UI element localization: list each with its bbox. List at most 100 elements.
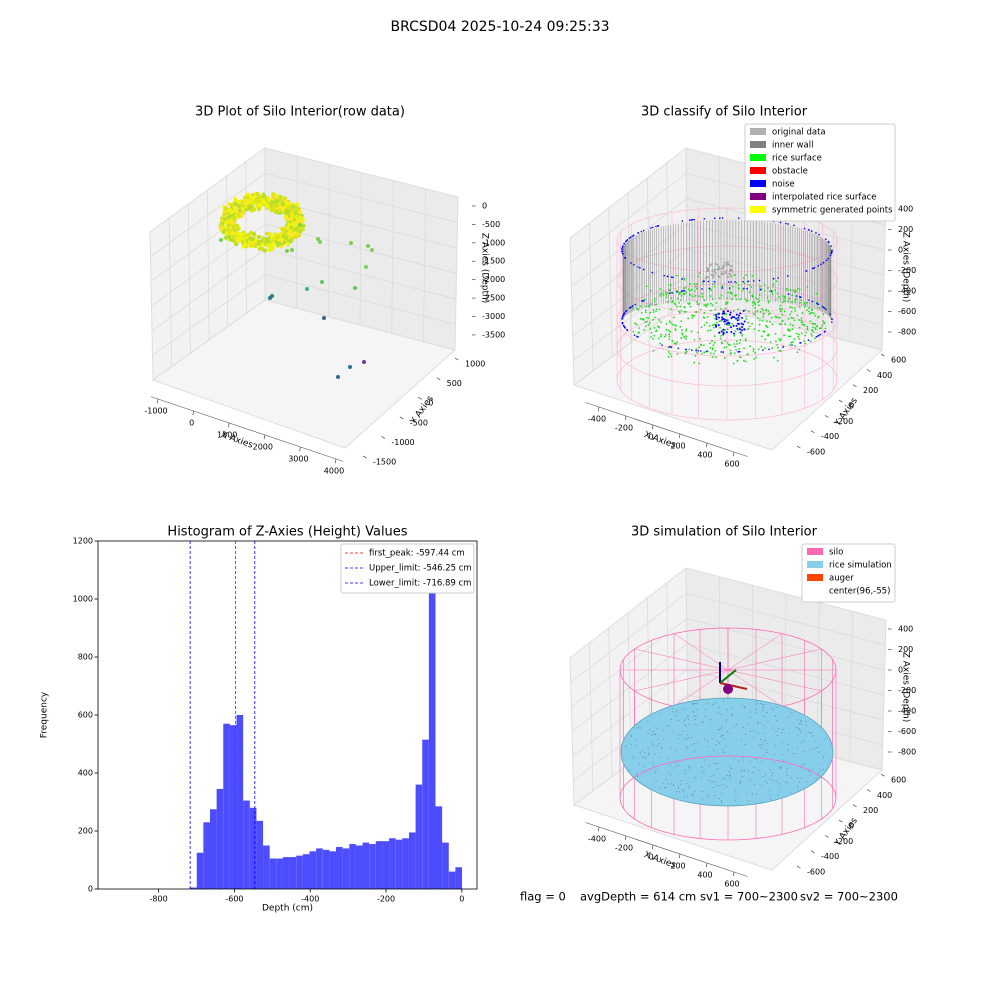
point <box>793 338 796 341</box>
tick-mark <box>838 399 843 403</box>
point <box>760 307 763 310</box>
point <box>721 316 724 319</box>
point <box>720 800 722 802</box>
point <box>692 795 694 797</box>
legend-label: interpolated rice surface <box>772 193 877 203</box>
point <box>815 336 818 338</box>
point <box>761 335 763 338</box>
point <box>738 314 741 317</box>
point <box>688 769 690 771</box>
point <box>678 291 680 294</box>
point <box>715 744 717 746</box>
legend-patch <box>750 206 766 213</box>
point <box>715 325 718 328</box>
point <box>653 733 655 735</box>
point <box>785 781 787 783</box>
point <box>806 309 809 312</box>
y-tick-label: 600 <box>891 776 906 785</box>
point <box>651 741 653 743</box>
point <box>731 285 734 288</box>
point <box>295 201 300 206</box>
legend-patch <box>807 587 823 594</box>
point <box>786 774 788 776</box>
point <box>819 769 821 771</box>
point <box>724 323 726 326</box>
z-tick-label: -2000 <box>482 275 505 284</box>
point <box>735 317 738 320</box>
point <box>696 724 698 726</box>
point <box>270 200 275 205</box>
point <box>720 335 723 337</box>
point <box>815 778 817 780</box>
point <box>670 355 673 358</box>
point <box>722 333 725 336</box>
point <box>687 715 689 717</box>
point <box>268 232 273 237</box>
point <box>274 195 279 200</box>
point <box>316 237 320 241</box>
point <box>800 299 802 302</box>
z-axis-label: Z Axies (Depth) <box>901 232 911 303</box>
point <box>688 737 690 739</box>
point <box>737 316 740 319</box>
point <box>677 310 680 313</box>
point <box>759 288 762 291</box>
point <box>831 318 833 320</box>
point <box>757 301 759 304</box>
point <box>702 316 705 319</box>
point <box>788 297 790 300</box>
z-tick-label: 0 <box>898 666 903 675</box>
point <box>724 329 727 331</box>
rice-surface <box>620 697 834 807</box>
point <box>780 768 782 770</box>
point <box>364 265 368 269</box>
point <box>806 328 809 331</box>
point <box>673 302 676 305</box>
point <box>773 762 775 764</box>
point <box>267 247 272 252</box>
point <box>694 355 697 357</box>
point <box>787 328 790 331</box>
point <box>729 775 731 777</box>
point <box>697 331 699 334</box>
point <box>672 276 674 279</box>
x-tick-label: -800 <box>150 895 168 904</box>
point <box>747 770 749 772</box>
point <box>641 756 643 758</box>
point <box>623 312 626 314</box>
point <box>726 785 728 787</box>
point <box>805 782 807 784</box>
point <box>236 203 241 208</box>
point <box>744 744 746 746</box>
point <box>743 320 746 323</box>
z-tick-label: -2500 <box>482 294 505 303</box>
point <box>762 741 764 743</box>
y-tick-label: 400 <box>78 769 93 778</box>
point <box>722 701 724 703</box>
z-tick-label: -1000 <box>482 238 505 247</box>
point <box>778 338 780 340</box>
point <box>658 713 660 715</box>
point <box>800 317 803 319</box>
point <box>651 762 653 764</box>
point <box>752 348 755 350</box>
x-tick-label: 400 <box>697 871 712 880</box>
point <box>746 287 748 290</box>
y-tick-label: 1000 <box>465 360 485 369</box>
point <box>651 271 654 274</box>
point <box>257 207 262 212</box>
point <box>755 297 757 300</box>
point <box>758 769 760 771</box>
point <box>244 201 249 206</box>
z-tick-label: -400 <box>898 707 916 716</box>
bar <box>243 800 250 889</box>
point <box>786 767 788 769</box>
point <box>730 292 733 295</box>
point <box>685 725 687 727</box>
point <box>696 702 698 704</box>
point <box>779 339 782 342</box>
point <box>675 749 677 751</box>
point <box>690 219 693 221</box>
point <box>712 344 715 347</box>
point <box>796 785 798 787</box>
